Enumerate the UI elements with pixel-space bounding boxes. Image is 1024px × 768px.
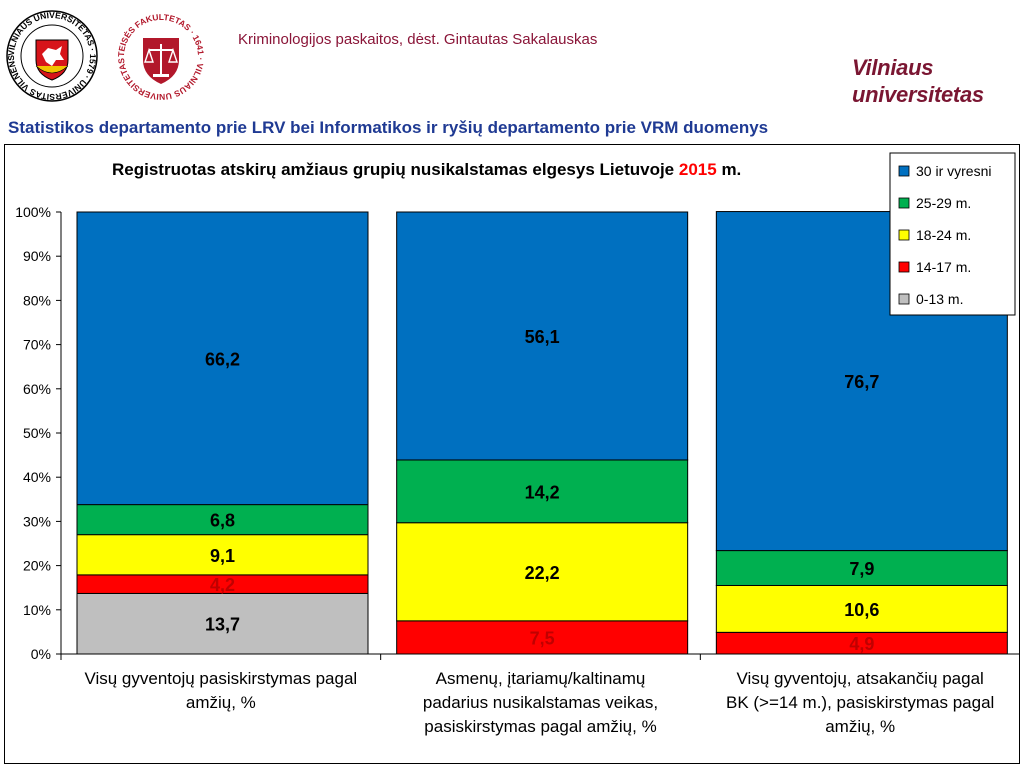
chart-title-suffix: m. (721, 160, 741, 179)
chart-title: Registruotas atskirų amžiaus grupių nusi… (112, 160, 741, 179)
data-label: 7,5 (530, 628, 555, 648)
chart-title-main: Registruotas atskirų amžiaus grupių nusi… (112, 160, 674, 179)
legend-swatch (898, 229, 910, 241)
legend-item-label: 0-13 m. (916, 291, 963, 307)
bar-segment (396, 620, 689, 655)
bar-segment (396, 211, 689, 461)
data-label: 56,1 (525, 327, 560, 347)
data-label: 13,7 (205, 615, 240, 635)
y-tick-label: 30% (23, 513, 51, 529)
data-label: 14,2 (525, 482, 560, 502)
university-wordmark-line1: Vilniaus (852, 55, 934, 80)
data-label: 66,2 (205, 349, 240, 369)
lecture-caption: Kriminologijos paskaitos, dėst. Gintauta… (238, 31, 598, 48)
vilnius-university-seal-logo: VILNIAUS UNIVERSITETAS · 1579 · UNIVERSI… (6, 10, 98, 102)
university-wordmark-line2: universitetas (852, 82, 984, 107)
y-tick-label: 20% (23, 558, 51, 574)
chart-legend: 30 ir vyresni 25-29 m. 18-24 m. 14-17 m. 0-1… (889, 152, 1016, 316)
x-category-label: padarius nusikalstamas veikas, (423, 693, 658, 712)
x-category-label: Visų gyventojų, atsakančių pagal (737, 669, 984, 688)
data-label: 76,7 (844, 372, 879, 392)
legend-swatch (898, 261, 910, 273)
legend-item-label: 18-24 m. (916, 227, 971, 243)
x-category-label: BK (>=14 m.), pasiskirstymas pagal (726, 693, 994, 712)
bar-segment (396, 522, 689, 622)
legend-swatch (898, 165, 910, 177)
legend-item-label: 14-17 m. (916, 259, 971, 275)
y-tick-label: 0% (31, 646, 51, 662)
data-label: 22,2 (525, 563, 560, 583)
y-tick-label: 50% (23, 425, 51, 441)
legend-swatch (898, 293, 910, 305)
bar-segment (76, 211, 369, 506)
bar-segment (76, 592, 369, 655)
data-source-caption: Statistikos departamento prie LRV bei In… (8, 118, 769, 137)
x-category-label: amžių, % (825, 717, 895, 736)
y-tick-label: 80% (23, 292, 51, 308)
legend-item-label: 30 ir vyresni (916, 163, 991, 179)
x-category-label: Asmenų, įtariamų/kaltinamų (436, 669, 646, 688)
bar-segment (715, 550, 1008, 586)
bar-segment (396, 459, 689, 524)
data-label: 10,6 (844, 600, 879, 620)
y-tick-label: 100% (15, 204, 51, 220)
chart-canvas: Registruotas atskirų amžiaus grupių nusi… (4, 144, 1020, 764)
y-tick-label: 90% (23, 248, 51, 264)
chart-title-year: 2015 (679, 160, 717, 179)
legend-swatch (898, 197, 910, 209)
law-faculty-seal-logo: TEISĖS FAKULTETAS · 1641 · VILNIAUS UNIV… (115, 11, 207, 103)
x-category-label: Visų gyventojų pasiskirstymas pagal (84, 669, 357, 688)
y-tick-label: 60% (23, 381, 51, 397)
university-wordmark: Vilniaus universitetas (852, 54, 984, 108)
y-tick-label: 40% (23, 469, 51, 485)
x-category-label: pasiskirstymas pagal amžių, % (424, 717, 656, 736)
stacked-bar-chart: Registruotas atskirų amžiaus grupių nusi… (4, 144, 1020, 764)
y-tick-label: 70% (23, 337, 51, 353)
data-label: 4,9 (849, 634, 874, 654)
y-tick-label: 10% (23, 602, 51, 618)
bar-segment (76, 534, 369, 576)
legend-item-label: 25-29 m. (916, 195, 971, 211)
data-label: 6,8 (210, 511, 235, 531)
data-label: 4,2 (210, 575, 235, 595)
bar-segment (76, 504, 369, 536)
legend-box (889, 152, 1016, 316)
plot-area: 0% 10% 20% 30% 40% 50% 60% 70% 80% 90% 100% 13,7 4,2… (15, 204, 1020, 736)
bar-segment (715, 584, 1008, 633)
x-category-label: amžių, % (186, 693, 256, 712)
data-label: 9,1 (210, 546, 235, 566)
data-label: 7,9 (849, 559, 874, 579)
